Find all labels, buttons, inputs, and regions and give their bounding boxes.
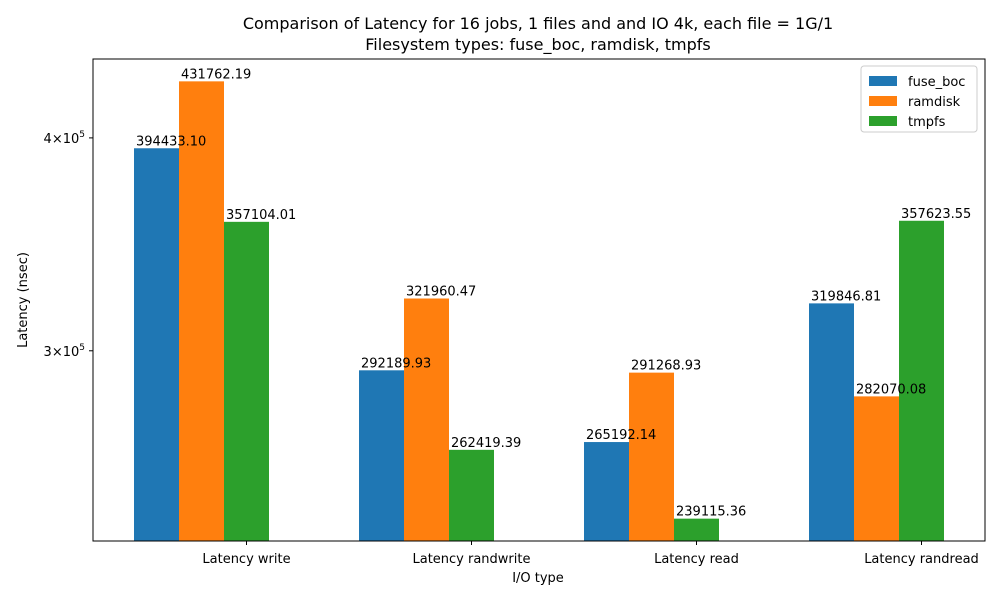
bar-tmpfs-0 (224, 221, 269, 541)
plot-frame (92, 58, 986, 542)
value-label-ramdisk-1: 321960.47 (406, 285, 476, 300)
value-label-tmpfs-1: 262419.39 (451, 436, 521, 451)
bar-ramdisk-2 (629, 372, 674, 541)
bar-fuse_boc-2 (584, 442, 629, 541)
value-label-fuse_boc-3: 319846.81 (811, 289, 881, 304)
bar-tmpfs-2 (674, 518, 719, 541)
chart-title-line2: Filesystem types: fuse_boc, ramdisk, tmp… (365, 35, 710, 55)
value-labels-layer: 394433.10 431762.19 357104.01 292189.93 3219… (136, 67, 971, 519)
value-label-ramdisk-0: 431762.19 (181, 67, 251, 82)
value-label-fuse_boc-0: 394433.10 (136, 134, 206, 149)
bars-layer (134, 81, 944, 542)
bar-fuse_boc-0 (134, 148, 179, 541)
x-tick-label-0: Latency write (202, 552, 290, 567)
legend-label-fuse_boc: fuse_boc (908, 75, 965, 90)
y-tick-label-0: 3×105 (44, 343, 85, 360)
chart-title-line1: Comparison of Latency for 16 jobs, 1 fil… (243, 14, 833, 33)
legend-label-tmpfs: tmpfs (908, 115, 946, 130)
y-axis-ticks: 3×105 4×105 (44, 130, 93, 360)
bar-ramdisk-1 (404, 298, 449, 541)
value-label-tmpfs-2: 239115.36 (676, 505, 746, 520)
y-axis-label: Latency (nsec) (16, 252, 31, 348)
bar-tmpfs-3 (899, 220, 944, 541)
legend-swatch-fuse_boc (869, 76, 897, 86)
bar-fuse_boc-3 (809, 303, 854, 541)
bar-ramdisk-3 (854, 396, 899, 541)
value-label-fuse_boc-2: 265192.14 (586, 428, 656, 443)
legend-swatch-ramdisk (869, 96, 897, 106)
value-label-tmpfs-0: 357104.01 (226, 208, 296, 223)
x-tick-label-1: Latency randwrite (412, 552, 530, 567)
y-tick-label-1: 4×105 (44, 130, 85, 147)
x-tick-label-3: Latency randread (864, 552, 979, 567)
legend-swatch-tmpfs (869, 116, 897, 126)
value-label-ramdisk-3: 282070.08 (856, 382, 926, 397)
value-label-fuse_boc-1: 292189.93 (361, 356, 431, 371)
bar-tmpfs-1 (449, 449, 494, 541)
value-label-ramdisk-2: 291268.93 (631, 359, 701, 374)
x-axis-ticks: Latency write Latency randwrite Latency re… (202, 541, 979, 567)
bar-ramdisk-0 (179, 81, 224, 542)
x-axis-label: I/O type (512, 571, 564, 586)
bar-fuse_boc-1 (359, 370, 404, 541)
x-tick-label-2: Latency read (654, 552, 739, 567)
legend-label-ramdisk: ramdisk (908, 95, 961, 110)
value-label-tmpfs-3: 357623.55 (901, 207, 971, 222)
